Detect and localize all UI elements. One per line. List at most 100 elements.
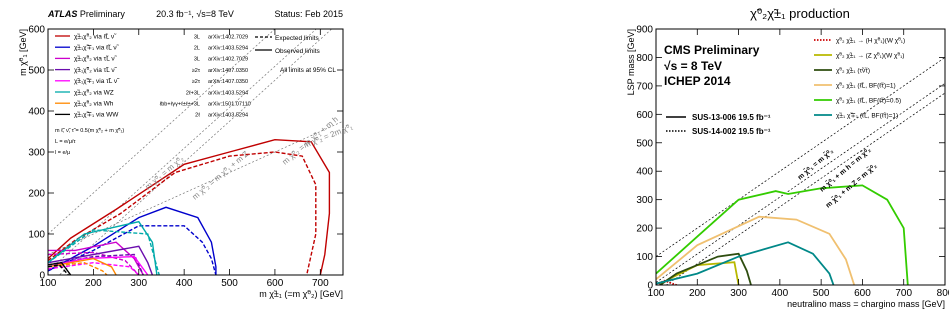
- atlas-series: [48, 138, 331, 275]
- atlas-legend-final-state: 2ℓ+3L: [186, 90, 200, 96]
- atlas-header-lumi: 20.3 fb⁻¹, √s=8 TeV: [156, 9, 234, 19]
- atlas-legend-label: χ̃±₁χ̃⁰₂ via Wh: [74, 100, 114, 108]
- atlas-legend-ref: arXiv:1407.0350: [208, 68, 248, 74]
- atlas-y-tick-label: 200: [28, 189, 45, 200]
- atlas-y-tick-label: 0: [39, 271, 45, 282]
- atlas-y-tick-label: 600: [28, 25, 45, 36]
- atlas-legend-ref: arXiv:1501.07110: [208, 102, 251, 108]
- atlas-legend-label: χ̃±₁χ̃⁰₂ via WZ: [74, 88, 114, 96]
- atlas-y-axis-label: m χ̃⁰₁ [GeV]: [18, 29, 28, 76]
- cms-series-line: [656, 184, 909, 285]
- cms-y-tick-label: 600: [636, 110, 653, 121]
- cms-y-tick-label: 300: [636, 195, 653, 206]
- cms-y-axis-label: LSP mass [GeV]: [626, 29, 636, 95]
- cms-chart-svg: 1002003004005006007008000100200300400500…: [626, 6, 949, 309]
- cms-legend-label: χ̃⁰₂ χ̃±₁ (ℓ̃L, BF(ℓ̃τ)=0.5): [836, 97, 901, 105]
- cms-x-tick-label: 500: [813, 288, 830, 299]
- atlas-header-rest: Preliminary: [77, 9, 125, 19]
- atlas-legend-label: χ̃±₁χ̃⁰₂ via τ̃L ν̃: [74, 66, 118, 74]
- cms-legend-label: χ̃⁰₂ χ̃±₁ → (Z χ̃⁰₁)(W χ̃⁰₁): [836, 52, 904, 60]
- cms-legend-label: χ̃⁰₂ χ̃±₁ (τ̃ν̃τ): [836, 67, 870, 75]
- atlas-legend-label: χ̃±₁χ̃∓₁ via ℓ̃L ν̃: [74, 45, 120, 52]
- cms-chart: 1002003004005006007008000100200300400500…: [600, 0, 949, 326]
- atlas-legend-final-state: 3L: [194, 57, 200, 63]
- atlas-legend-final-state: ≥2τ: [192, 68, 201, 74]
- atlas-x-tick-label: 600: [267, 278, 284, 289]
- atlas-x-tick-label: 200: [85, 278, 102, 289]
- cms-legend-label: χ̃±₁ χ̃∓₁ (ℓ̃L, BF(ℓ̃τ)=1): [836, 113, 898, 120]
- cms-experiment: CMS Preliminary: [664, 43, 760, 57]
- atlas-x-tick-label: 500: [221, 278, 238, 289]
- atlas-diagonal-label: m χ̃⁰₁ = m χ̃⁰₂: [144, 154, 186, 191]
- cms-y-tick-label: 800: [636, 53, 653, 64]
- cms-series: [656, 184, 909, 285]
- atlas-chart-svg: 100 200 300 400 500 600 7000100200300400500600…: [18, 9, 354, 299]
- atlas-observed-label: Observed limits: [275, 48, 321, 55]
- cms-diagonal-label: m χ̃⁰₁ = m χ̃⁰₂: [796, 147, 835, 181]
- atlas-y-tick-label: 300: [28, 148, 45, 159]
- atlas-series-observed-line: [48, 138, 331, 275]
- atlas-series-expected-line: [48, 253, 144, 275]
- cms-legend-label: χ̃⁰₂ χ̃±₁ → (H χ̃⁰₁)(W χ̃⁰₁): [836, 37, 905, 45]
- atlas-mass-note: L = e/μ/τ: [55, 139, 76, 145]
- atlas-legend-ref: arXiv:1403.5294: [208, 90, 248, 96]
- atlas-legend-label: χ̃±₁χ̃∓₁ via τ̃L ν̃: [74, 78, 120, 85]
- atlas-expected-label: Expected limits: [275, 35, 319, 42]
- cms-x-tick-label: 100: [648, 288, 665, 299]
- cms-title: χ̃⁰₂χ̃±₁ production: [750, 6, 850, 21]
- atlas-series-observed-line: [48, 206, 217, 275]
- atlas-series-observed-line: [48, 220, 158, 275]
- cms-diagonal-line: [656, 57, 945, 257]
- atlas-legend-label: χ̃±₁χ̃∓₁ via WW: [74, 112, 119, 119]
- cms-conference: ICHEP 2014: [664, 74, 731, 88]
- cms-y-tick-label: 500: [636, 138, 653, 149]
- cms-y-tick-label: 400: [636, 167, 653, 178]
- atlas-legend-final-state: 2ℓ: [195, 113, 200, 119]
- atlas-mass-note: l = e/μ: [55, 150, 70, 156]
- atlas-series-expected-line: [48, 225, 217, 275]
- cms-series-line: [656, 215, 856, 285]
- cms-series-line: [656, 241, 835, 285]
- cms-analysis-label: SUS-14-002 19.5 fb⁻¹: [692, 127, 771, 136]
- atlas-mass-note: m ℓ̃, ν̃, τ̃ = 0.5(m χ̃⁰₂ + m χ̃⁰₁): [55, 127, 124, 134]
- cms-diagonal-line: [665, 92, 945, 285]
- atlas-y-tick-label: 400: [28, 107, 45, 118]
- atlas-legend-label: χ̃±₁χ̃⁰₂ via τ̃L ν̃: [74, 55, 118, 63]
- atlas-x-tick-label: 700: [312, 278, 329, 289]
- atlas-series-expected-line: [48, 261, 108, 275]
- atlas-legend-label: χ̃±₁χ̃⁰₂ via ℓ̃L ν̃: [74, 32, 117, 40]
- atlas-x-tick-label: 300: [130, 278, 147, 289]
- atlas-legend-ref: arXiv:1403.5294: [208, 113, 248, 119]
- cms-x-tick-label: 300: [730, 288, 747, 299]
- cms-x-tick-label: 400: [772, 288, 789, 299]
- cms-x-tick-label: 200: [689, 288, 706, 299]
- atlas-legend-final-state: 2L: [194, 46, 200, 52]
- atlas-header-bold: ATLAS: [47, 9, 77, 19]
- atlas-x-tick-label: 400: [176, 278, 193, 289]
- atlas-cl-note: All limits at 95% CL: [280, 67, 336, 74]
- cms-x-tick-label: 700: [895, 288, 912, 299]
- cms-y-tick-label: 900: [636, 25, 653, 36]
- cms-y-tick-label: 0: [647, 281, 653, 292]
- atlas-series-observed-line: [48, 255, 149, 275]
- atlas-legend-ref: arXiv:1402.7029: [208, 34, 248, 40]
- atlas-legend-final-state: ≥2τ: [192, 79, 201, 85]
- atlas-diagonal-line: [48, 120, 343, 255]
- atlas-y-tick-label: 100: [28, 230, 45, 241]
- cms-y-tick-label: 200: [636, 224, 653, 235]
- atlas-diagonal-label: m χ̃⁰₂ = m χ̃⁰₁ + m Z: [191, 149, 251, 201]
- atlas-header-status: Status: Feb 2015: [274, 9, 343, 19]
- atlas-legend-ref: arXiv:1402.7029: [208, 57, 248, 63]
- atlas-x-axis-label: m χ̃±₁ (=m χ̃⁰₂) [GeV]: [259, 289, 343, 299]
- cms-x-tick-label: 800: [937, 288, 949, 299]
- cms-x-tick-label: 600: [854, 288, 871, 299]
- atlas-series-expected-line: [48, 264, 69, 275]
- atlas-legend-ref: arXiv:1403.5294: [208, 46, 248, 52]
- atlas-legend-ref: arXiv:1407.0350: [208, 79, 248, 85]
- cms-legend-label: χ̃⁰₂ χ̃±₁ (ℓ̃L, BF(ℓ̃τ)=1): [836, 82, 896, 90]
- atlas-series-expected-line: [48, 251, 140, 275]
- cms-analysis-label: SUS-13-006 19.5 fb⁻¹: [692, 113, 771, 122]
- atlas-chart: 100 200 300 400 500 600 700 0 100 200 300 400 500 600…: [0, 0, 360, 326]
- atlas-series-observed-line: [48, 257, 117, 275]
- atlas-legend-final-state: 3L: [194, 34, 200, 40]
